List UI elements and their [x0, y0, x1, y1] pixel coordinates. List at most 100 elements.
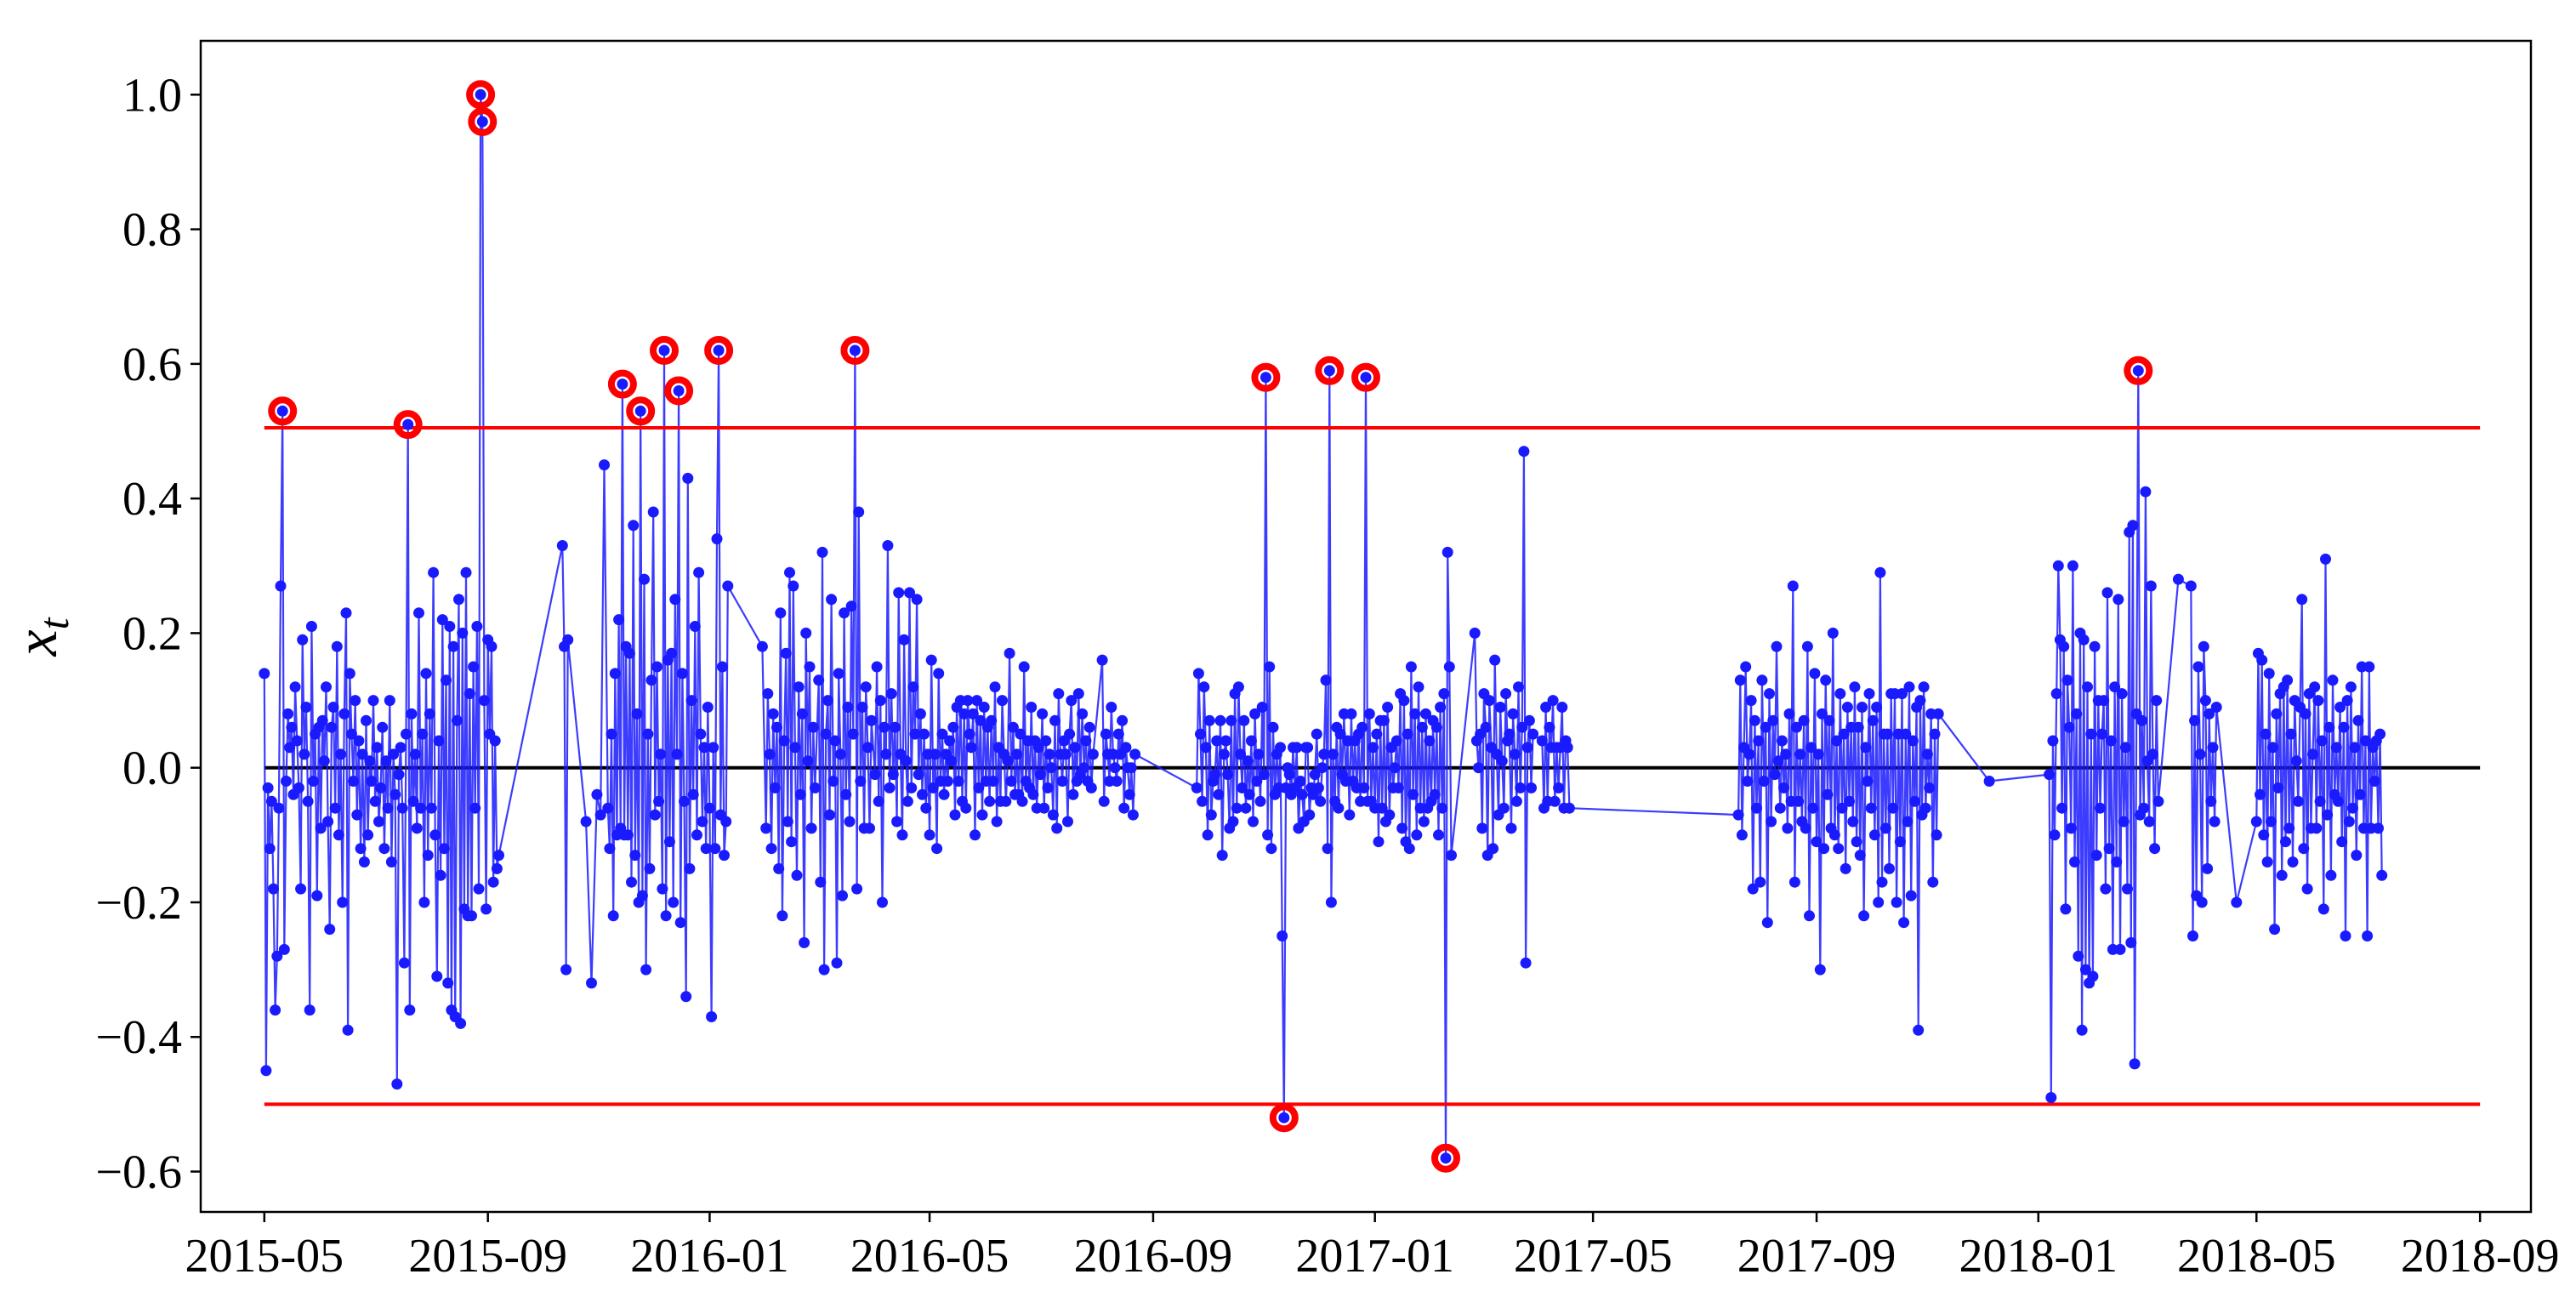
data-point — [300, 702, 312, 713]
data-point — [767, 708, 779, 720]
data-point — [1316, 762, 1328, 774]
data-point — [771, 721, 782, 733]
data-point — [324, 924, 336, 936]
data-point — [489, 735, 501, 747]
data-point — [2122, 883, 2133, 895]
data-point — [930, 748, 941, 760]
data-point — [1409, 708, 1421, 720]
data-point — [933, 668, 945, 680]
data-point — [375, 782, 387, 794]
anomaly-point — [714, 346, 724, 355]
anomaly-marker — [607, 369, 637, 399]
data-point — [1345, 708, 1357, 720]
data-point — [765, 843, 777, 855]
data-point — [762, 688, 774, 700]
data-point — [2376, 869, 2388, 881]
data-point — [2271, 708, 2283, 720]
data-point — [1734, 674, 1746, 686]
data-point — [1860, 742, 1872, 754]
anomaly-marker — [268, 396, 298, 426]
data-point — [580, 816, 592, 828]
data-point — [329, 802, 341, 814]
data-point — [1356, 721, 1368, 733]
data-point — [674, 917, 686, 929]
data-point — [1847, 816, 1859, 828]
data-point — [822, 695, 833, 707]
data-point — [2261, 856, 2273, 868]
data-point — [2263, 668, 2275, 680]
data-point — [978, 702, 990, 713]
data-point — [471, 621, 483, 632]
data-point — [944, 735, 956, 747]
data-point — [2090, 850, 2102, 862]
data-point — [693, 566, 705, 578]
data-point — [1129, 748, 1141, 760]
data-point — [769, 782, 781, 794]
data-point — [1256, 702, 1268, 713]
data-point — [960, 802, 972, 814]
data-point — [1758, 776, 1770, 787]
data-point — [644, 862, 656, 874]
data-point — [668, 896, 680, 908]
data-point — [2204, 708, 2215, 720]
data-point — [1309, 769, 1321, 781]
data-point — [1782, 822, 1794, 834]
y-tick-label: −0.2 — [95, 877, 182, 930]
data-point — [1753, 735, 1765, 747]
data-point — [1881, 728, 1893, 740]
data-point — [2138, 802, 2150, 814]
data-point — [2338, 721, 2350, 733]
data-point — [2136, 714, 2148, 726]
anomaly-point — [660, 346, 668, 355]
data-point — [1788, 876, 1800, 888]
data-point — [2323, 721, 2335, 733]
data-point — [896, 829, 908, 841]
data-point — [1062, 816, 1073, 828]
data-point — [2127, 520, 2139, 532]
data-point — [904, 587, 915, 599]
data-point — [970, 829, 981, 841]
data-point — [697, 816, 708, 828]
data-point — [1195, 728, 1206, 740]
data-point — [385, 856, 397, 868]
y-axis: −0.6 −0.4 −0.2 0.0 0.2 0.4 0.6 0.8 1.0 — [95, 69, 201, 1199]
data-point — [2076, 1024, 2088, 1036]
data-point — [900, 755, 912, 767]
data-point — [931, 843, 943, 855]
data-point — [815, 876, 827, 888]
anomaly-point — [278, 407, 287, 416]
data-point — [1540, 702, 1552, 713]
data-point — [1315, 795, 1327, 807]
data-point — [1127, 809, 1139, 821]
data-point — [2199, 695, 2211, 707]
data-point — [278, 943, 290, 955]
data-point — [1378, 714, 1390, 726]
x-tick-label: 2018-01 — [1959, 1230, 2118, 1283]
data-point — [2210, 702, 2222, 713]
data-point — [1931, 829, 1942, 841]
data-point — [2340, 930, 2351, 941]
data-point — [1087, 748, 1099, 760]
x-tick-label: 2017-01 — [1295, 1230, 1454, 1283]
data-point — [340, 607, 352, 619]
data-point — [602, 802, 614, 814]
y-axis-label-sub: t — [30, 617, 77, 629]
data-point — [1907, 735, 1919, 747]
data-point — [720, 816, 732, 828]
data-point — [1125, 762, 1137, 774]
x-tick-label: 2018-05 — [2177, 1230, 2336, 1283]
data-point — [657, 883, 668, 895]
data-point — [2374, 728, 2386, 740]
data-point — [2047, 735, 2059, 747]
data-point — [1516, 721, 1528, 733]
data-point — [786, 836, 798, 848]
data-point — [2352, 714, 2364, 726]
data-point — [1080, 735, 1092, 747]
data-point — [289, 681, 301, 693]
data-point — [866, 714, 878, 726]
y-tick-label: 0.6 — [122, 338, 182, 391]
data-point — [613, 614, 625, 626]
data-point — [660, 910, 672, 922]
data-point — [2360, 735, 2371, 747]
data-point — [460, 566, 472, 578]
